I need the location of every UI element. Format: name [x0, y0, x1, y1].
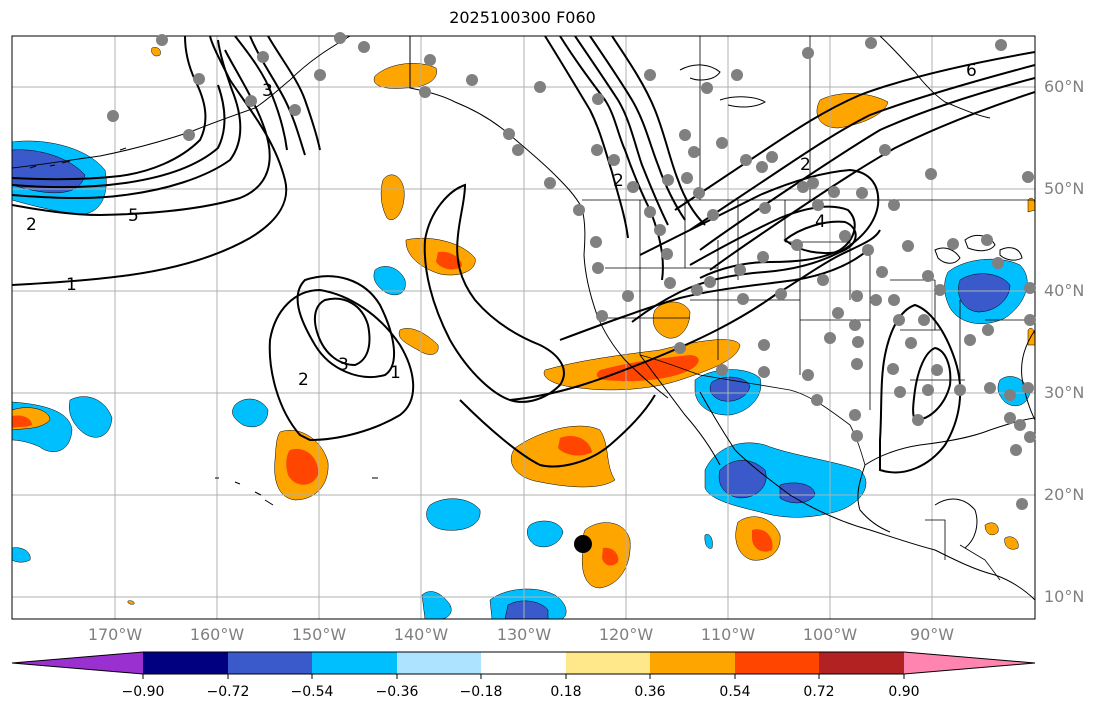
lon-label: 100°W	[802, 625, 858, 644]
lon-label: 120°W	[598, 625, 654, 644]
colorbar-tick-label: 0.54	[719, 684, 751, 700]
lat-lon-grid	[12, 36, 1035, 619]
lon-label: 150°W	[291, 625, 347, 644]
lon-label: 160°W	[189, 625, 245, 644]
lon-label: 140°W	[393, 625, 449, 644]
colorbar-seg	[566, 652, 650, 674]
colorbar-seg	[228, 652, 312, 674]
colorbar-seg	[143, 652, 228, 674]
lon-label: 110°W	[700, 625, 756, 644]
colorbar-tick-label: 0.72	[803, 684, 835, 700]
lat-label: 20°N	[1044, 485, 1085, 504]
colorbar-tick-label: 0.36	[634, 684, 666, 700]
colorbar-tick-label: −0.36	[375, 684, 419, 700]
colorbar-low-extend	[12, 652, 143, 674]
colorbar-tick-label: −0.18	[459, 684, 503, 700]
colorbar-high-extend	[904, 652, 1035, 674]
lon-label: 130°W	[496, 625, 552, 644]
lon-label: 170°W	[87, 625, 143, 644]
colorbar-tick-label: −0.90	[121, 684, 165, 700]
anomaly-shading	[12, 47, 1035, 619]
colorbar-seg	[312, 652, 397, 674]
colorbar-tick-label: 0.18	[550, 684, 582, 700]
colorbar-tick-label: −0.54	[290, 684, 334, 700]
map-frame	[11, 35, 1036, 620]
lat-label: 60°N	[1044, 77, 1085, 96]
colorbar-tick-label: 0.90	[888, 684, 920, 700]
colorbar-seg	[397, 652, 481, 674]
colorbar-seg	[481, 652, 566, 674]
lat-label: 50°N	[1044, 179, 1085, 198]
lon-label: 90°W	[909, 625, 955, 644]
colorbar	[11, 651, 1036, 679]
colorbar-seg	[735, 652, 819, 674]
colorbar-seg	[819, 652, 904, 674]
lat-label: 10°N	[1044, 587, 1085, 606]
lat-label: 40°N	[1044, 281, 1085, 300]
colorbar-seg	[650, 652, 735, 674]
map-title: 2025100300 F060	[449, 8, 596, 27]
colorbar-tick-label: −0.72	[206, 684, 250, 700]
lat-label: 30°N	[1044, 383, 1085, 402]
